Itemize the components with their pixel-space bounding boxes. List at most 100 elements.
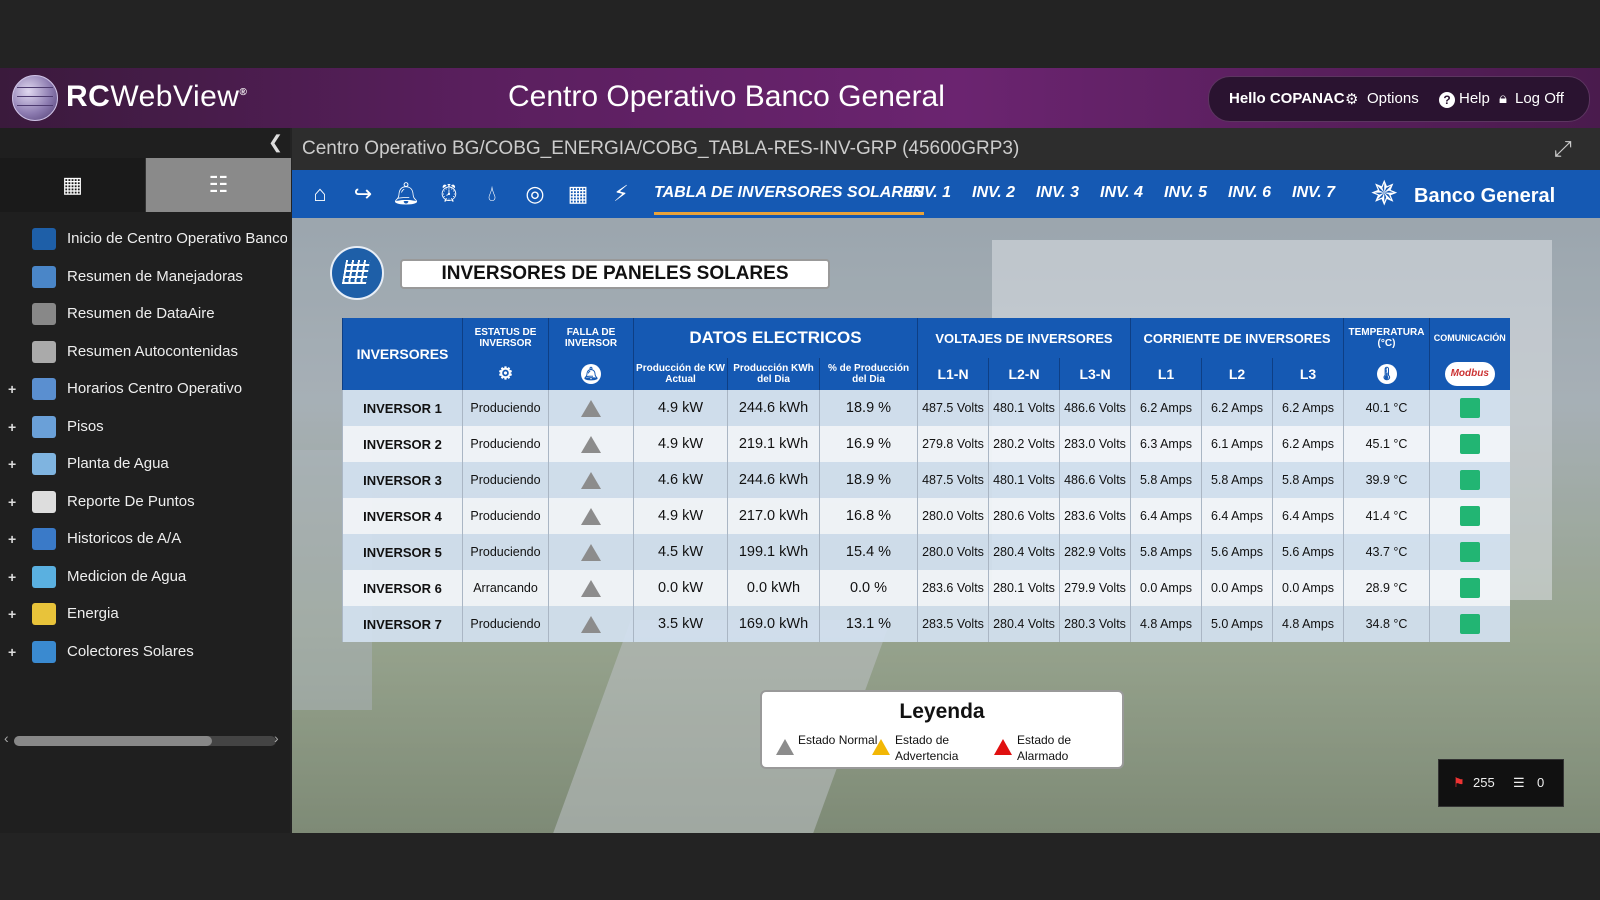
expand-plus-icon[interactable]: + [8, 531, 17, 547]
cell-kw: 4.9 kW [633, 426, 728, 462]
gear-icon[interactable]: ⚙ [1345, 91, 1359, 108]
star-icon [32, 228, 56, 250]
inverter-name: INVERSOR 4 [342, 498, 463, 534]
comm-ok-indicator[interactable] [1459, 506, 1480, 526]
brand-registered: ® [239, 87, 248, 98]
top-header: RCWebView® Centro Operativo Banco Genera… [0, 68, 1600, 128]
table-row: INVERSOR 7 Produciendo 3.5 kW 169.0 kWh 13.1… [342, 606, 1510, 642]
options-link[interactable]: Options [1367, 90, 1419, 107]
expand-plus-icon[interactable]: + [8, 456, 17, 472]
expand-plus-icon[interactable]: + [8, 381, 17, 397]
collapse-sidebar-chevron-icon[interactable]: ❮ [268, 132, 284, 152]
cell-v2: 280.4 Volts [988, 606, 1060, 642]
comm-ok-indicator[interactable] [1459, 542, 1480, 562]
tab-inv-1[interactable]: INV. 1 [908, 184, 951, 201]
sidebar-item-label: Historicos de A/A [67, 530, 182, 547]
sidebar-item-2[interactable]: Resumen de DataAire [0, 297, 290, 335]
tab-favorites-building-icon[interactable]: ▦ [0, 158, 146, 212]
scroll-right-arrow-icon[interactable]: › [274, 730, 279, 746]
col-prod-actual: Producción de KW Actual [633, 358, 728, 390]
scroll-left-arrow-icon[interactable]: ‹ [4, 730, 9, 746]
fault-normal-triangle-icon[interactable] [581, 507, 601, 525]
expand-plus-icon[interactable]: + [8, 493, 17, 510]
sidebar-item-6[interactable]: + Planta de Agua [0, 447, 290, 485]
scrollbar-thumb[interactable] [14, 736, 212, 746]
lightning-icon[interactable]: ⚡︎ [613, 181, 629, 206]
help-icon[interactable]: ? [1439, 92, 1455, 108]
sidebar-item-3[interactable]: Resumen Autocontenidas [0, 335, 290, 373]
clock-icon[interactable]: ⏰︎ [440, 181, 458, 206]
signal-icon[interactable]: ◎ [525, 181, 545, 206]
tab-inv-2[interactable]: INV. 2 [972, 184, 1015, 201]
fault-normal-triangle-icon[interactable] [581, 579, 601, 597]
tab-inv-5[interactable]: INV. 5 [1164, 184, 1207, 201]
modbus-logo-icon: Modbus [1429, 358, 1510, 390]
comm-ok-indicator[interactable] [1459, 398, 1480, 418]
expand-plus-icon[interactable]: + [8, 643, 17, 660]
tab-inv-4[interactable]: INV. 4 [1100, 184, 1143, 201]
comm-ok-indicator[interactable] [1459, 434, 1480, 454]
fault-normal-triangle-icon[interactable] [581, 399, 601, 417]
comm-status-cell [1429, 606, 1510, 642]
building-icon[interactable]: ▦ [567, 181, 589, 206]
sidebar-horizontal-scrollbar[interactable] [14, 736, 276, 746]
cell-v3: 283.0 Volts [1059, 426, 1131, 462]
sidebar-item-9[interactable]: + Medicion de Agua [0, 560, 290, 598]
alarm-bell-icon[interactable]: 🔔︎ [392, 181, 420, 206]
comm-ok-indicator[interactable] [1459, 470, 1480, 490]
cell-a1: 0.0 Amps [1130, 570, 1202, 606]
cell-v3: 283.6 Volts [1059, 498, 1131, 534]
expand-plus-icon[interactable]: + [8, 418, 17, 435]
comm-ok-indicator[interactable] [1459, 614, 1480, 634]
sidebar-item-7[interactable]: + Reporte De Puntos [0, 485, 290, 523]
comm-status-cell [1429, 534, 1510, 570]
fullscreen-icon[interactable]: ⤢ [1554, 136, 1572, 161]
tab-inv-6[interactable]: INV. 6 [1228, 184, 1271, 201]
cell-kw: 0.0 kW [633, 570, 728, 606]
tab-tree-hierarchy-icon[interactable]: ☷ [146, 158, 291, 212]
expand-plus-icon[interactable]: + [8, 606, 17, 622]
sidebar-item-1[interactable]: Resumen de Manejadoras [0, 260, 290, 298]
return-arrow-icon[interactable]: ↪ [353, 181, 373, 206]
tab-tabla-inversores[interactable]: TABLA DE INVERSORES SOLARES [654, 184, 925, 215]
expand-plus-icon[interactable]: + [8, 568, 17, 585]
brand-web: WebView [110, 80, 240, 113]
fault-normal-triangle-icon[interactable] [581, 615, 601, 633]
sidebar-item-5[interactable]: + Pisos [0, 410, 290, 448]
fault-normal-triangle-icon[interactable] [581, 471, 601, 489]
unit-icon [32, 340, 56, 363]
cell-a2: 0.0 Amps [1201, 570, 1273, 606]
cell-v3: 486.6 Volts [1059, 390, 1131, 426]
lock-icon[interactable]: 🔒︎ [1499, 90, 1507, 107]
tab-inv-3[interactable]: INV. 3 [1036, 184, 1079, 201]
sidebar-item-label: Energia [67, 605, 119, 622]
cell-pct: 16.9 % [819, 426, 918, 462]
sidebar-item-0[interactable]: Inicio de Centro Operativo Banco General [0, 222, 290, 260]
fault-normal-triangle-icon[interactable] [581, 435, 601, 453]
tab-inv-7[interactable]: INV. 7 [1292, 184, 1335, 201]
cell-temp: 39.9 °C [1343, 462, 1430, 498]
event-list-icon[interactable]: ☰ [1513, 775, 1525, 790]
cell-v2: 280.2 Volts [988, 426, 1060, 462]
home-icon[interactable]: ⌂ [313, 181, 327, 206]
cell-a3: 5.6 Amps [1272, 534, 1344, 570]
sidebar-item-10[interactable]: + Energia [0, 597, 290, 635]
sidebar-item-label: Planta de Agua [67, 455, 169, 472]
logoff-link[interactable]: Log Off [1515, 90, 1564, 107]
sidebar-item-11[interactable]: + Colectores Solares [0, 635, 290, 673]
alarm-status-box[interactable]: ⚑ 255 ☰ 0 [1438, 759, 1564, 807]
comm-ok-indicator[interactable] [1459, 578, 1480, 598]
col-inversores: INVERSORES [342, 318, 463, 390]
cell-kwh: 219.1 kWh [727, 426, 820, 462]
sidebar-item-4[interactable]: + Horarios Centro Operativo [0, 372, 290, 410]
cell-pct: 15.4 % [819, 534, 918, 570]
cell-a1: 4.8 Amps [1130, 606, 1202, 642]
help-link[interactable]: Help [1459, 90, 1490, 107]
fault-normal-triangle-icon[interactable] [581, 543, 601, 561]
cell-kw: 4.9 kW [633, 390, 728, 426]
sidebar-item-label: Inicio de Centro Operativo Banco General [67, 230, 287, 247]
sidebar-item-8[interactable]: + Historicos de A/A [0, 522, 290, 560]
water-drop-icon[interactable]: 💧︎ [487, 181, 497, 206]
cell-temp: 40.1 °C [1343, 390, 1430, 426]
alarm-flag-icon[interactable]: ⚑ [1453, 775, 1465, 790]
